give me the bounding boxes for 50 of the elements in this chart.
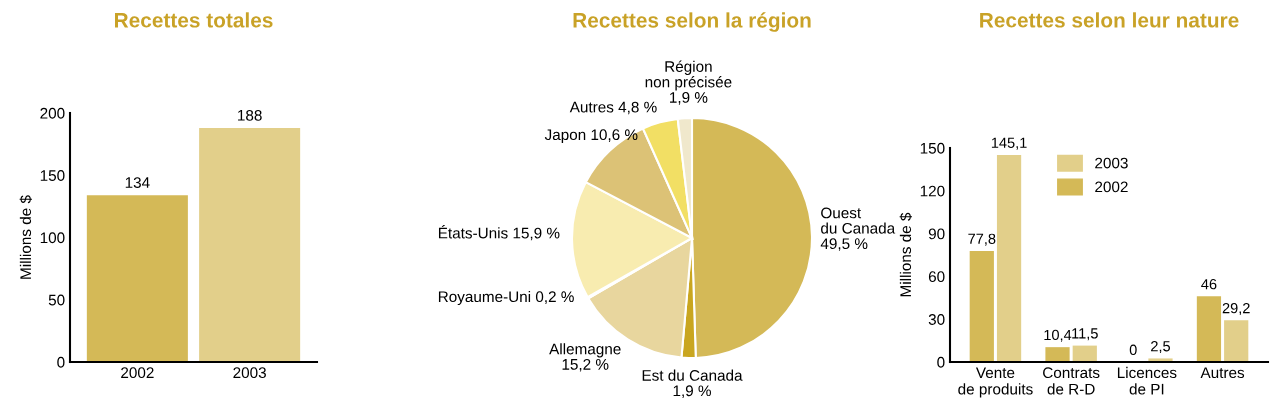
x-tick-label: Autres <box>1200 367 1245 379</box>
data-label: 15,2 % <box>562 358 609 372</box>
x-tick-label: 2002 <box>121 367 154 379</box>
x-tick-label: Vente de produits <box>958 367 1033 398</box>
y-tick-label: 0 <box>57 356 65 368</box>
slice-label: Est du Canada <box>642 369 743 381</box>
y-tick-label: 30 <box>928 314 945 325</box>
y-tick-label: 50 <box>48 294 65 306</box>
data-label: 1,9 % <box>673 385 711 398</box>
x-tick-label: Contrats de R-D <box>1043 367 1100 395</box>
chart-title: Recettes selon la région <box>573 12 811 32</box>
slice-label: Royaume-Uni <box>438 290 531 306</box>
y-axis-title: Millions de $ <box>899 212 912 297</box>
data-label: 0,2 % <box>535 291 574 304</box>
data-label: 49,5 % <box>820 238 868 251</box>
text: 10,4 <box>1044 329 1072 342</box>
y-axis-title: Millions de $ <box>19 195 32 279</box>
x-tick-label: Licences de PI <box>1117 366 1177 395</box>
y-tick-label: 100 <box>40 232 65 244</box>
text: 77,8 <box>968 233 996 246</box>
data-label: 15,9 % <box>513 227 560 241</box>
slice-label: Région non précisée <box>645 60 732 91</box>
text: 29,2 <box>1222 302 1250 316</box>
y-tick-label: 200 <box>40 107 65 119</box>
text: 0 <box>1129 344 1137 355</box>
slice-label: Allemagne <box>549 343 621 358</box>
x-tick-label: 2003 <box>233 367 266 379</box>
legend-label: 2003 <box>1095 157 1128 169</box>
data-label: 134 <box>125 177 150 188</box>
chart-title: Recettes totales <box>115 12 273 28</box>
y-tick-label: 120 <box>920 185 945 197</box>
slice-label: États-Unis <box>438 225 508 239</box>
slice-label: Japon <box>544 129 586 144</box>
y-tick-label: 150 <box>920 142 945 154</box>
y-tick-label: 90 <box>928 228 945 240</box>
chart-title: Recettes selon leur nature <box>980 12 1239 28</box>
data-label: 10,6 % <box>591 129 638 142</box>
slice-label: Ouest du Canada <box>821 207 896 234</box>
slice-label: Autres <box>569 101 614 113</box>
data-label: 188 <box>238 109 262 121</box>
y-tick-label: 0 <box>937 356 945 368</box>
y-tick-label: 60 <box>928 271 945 283</box>
text: 46 <box>1201 279 1217 290</box>
text: 2,5 <box>1151 341 1171 354</box>
text: 145,1 <box>991 137 1027 150</box>
data-label: 4,8 % <box>618 101 657 115</box>
text: 11,5 <box>1072 328 1098 341</box>
y-tick-label: 150 <box>40 170 65 181</box>
legend-label: 2002 <box>1095 181 1128 193</box>
data-label: 1,9 % <box>670 92 708 105</box>
